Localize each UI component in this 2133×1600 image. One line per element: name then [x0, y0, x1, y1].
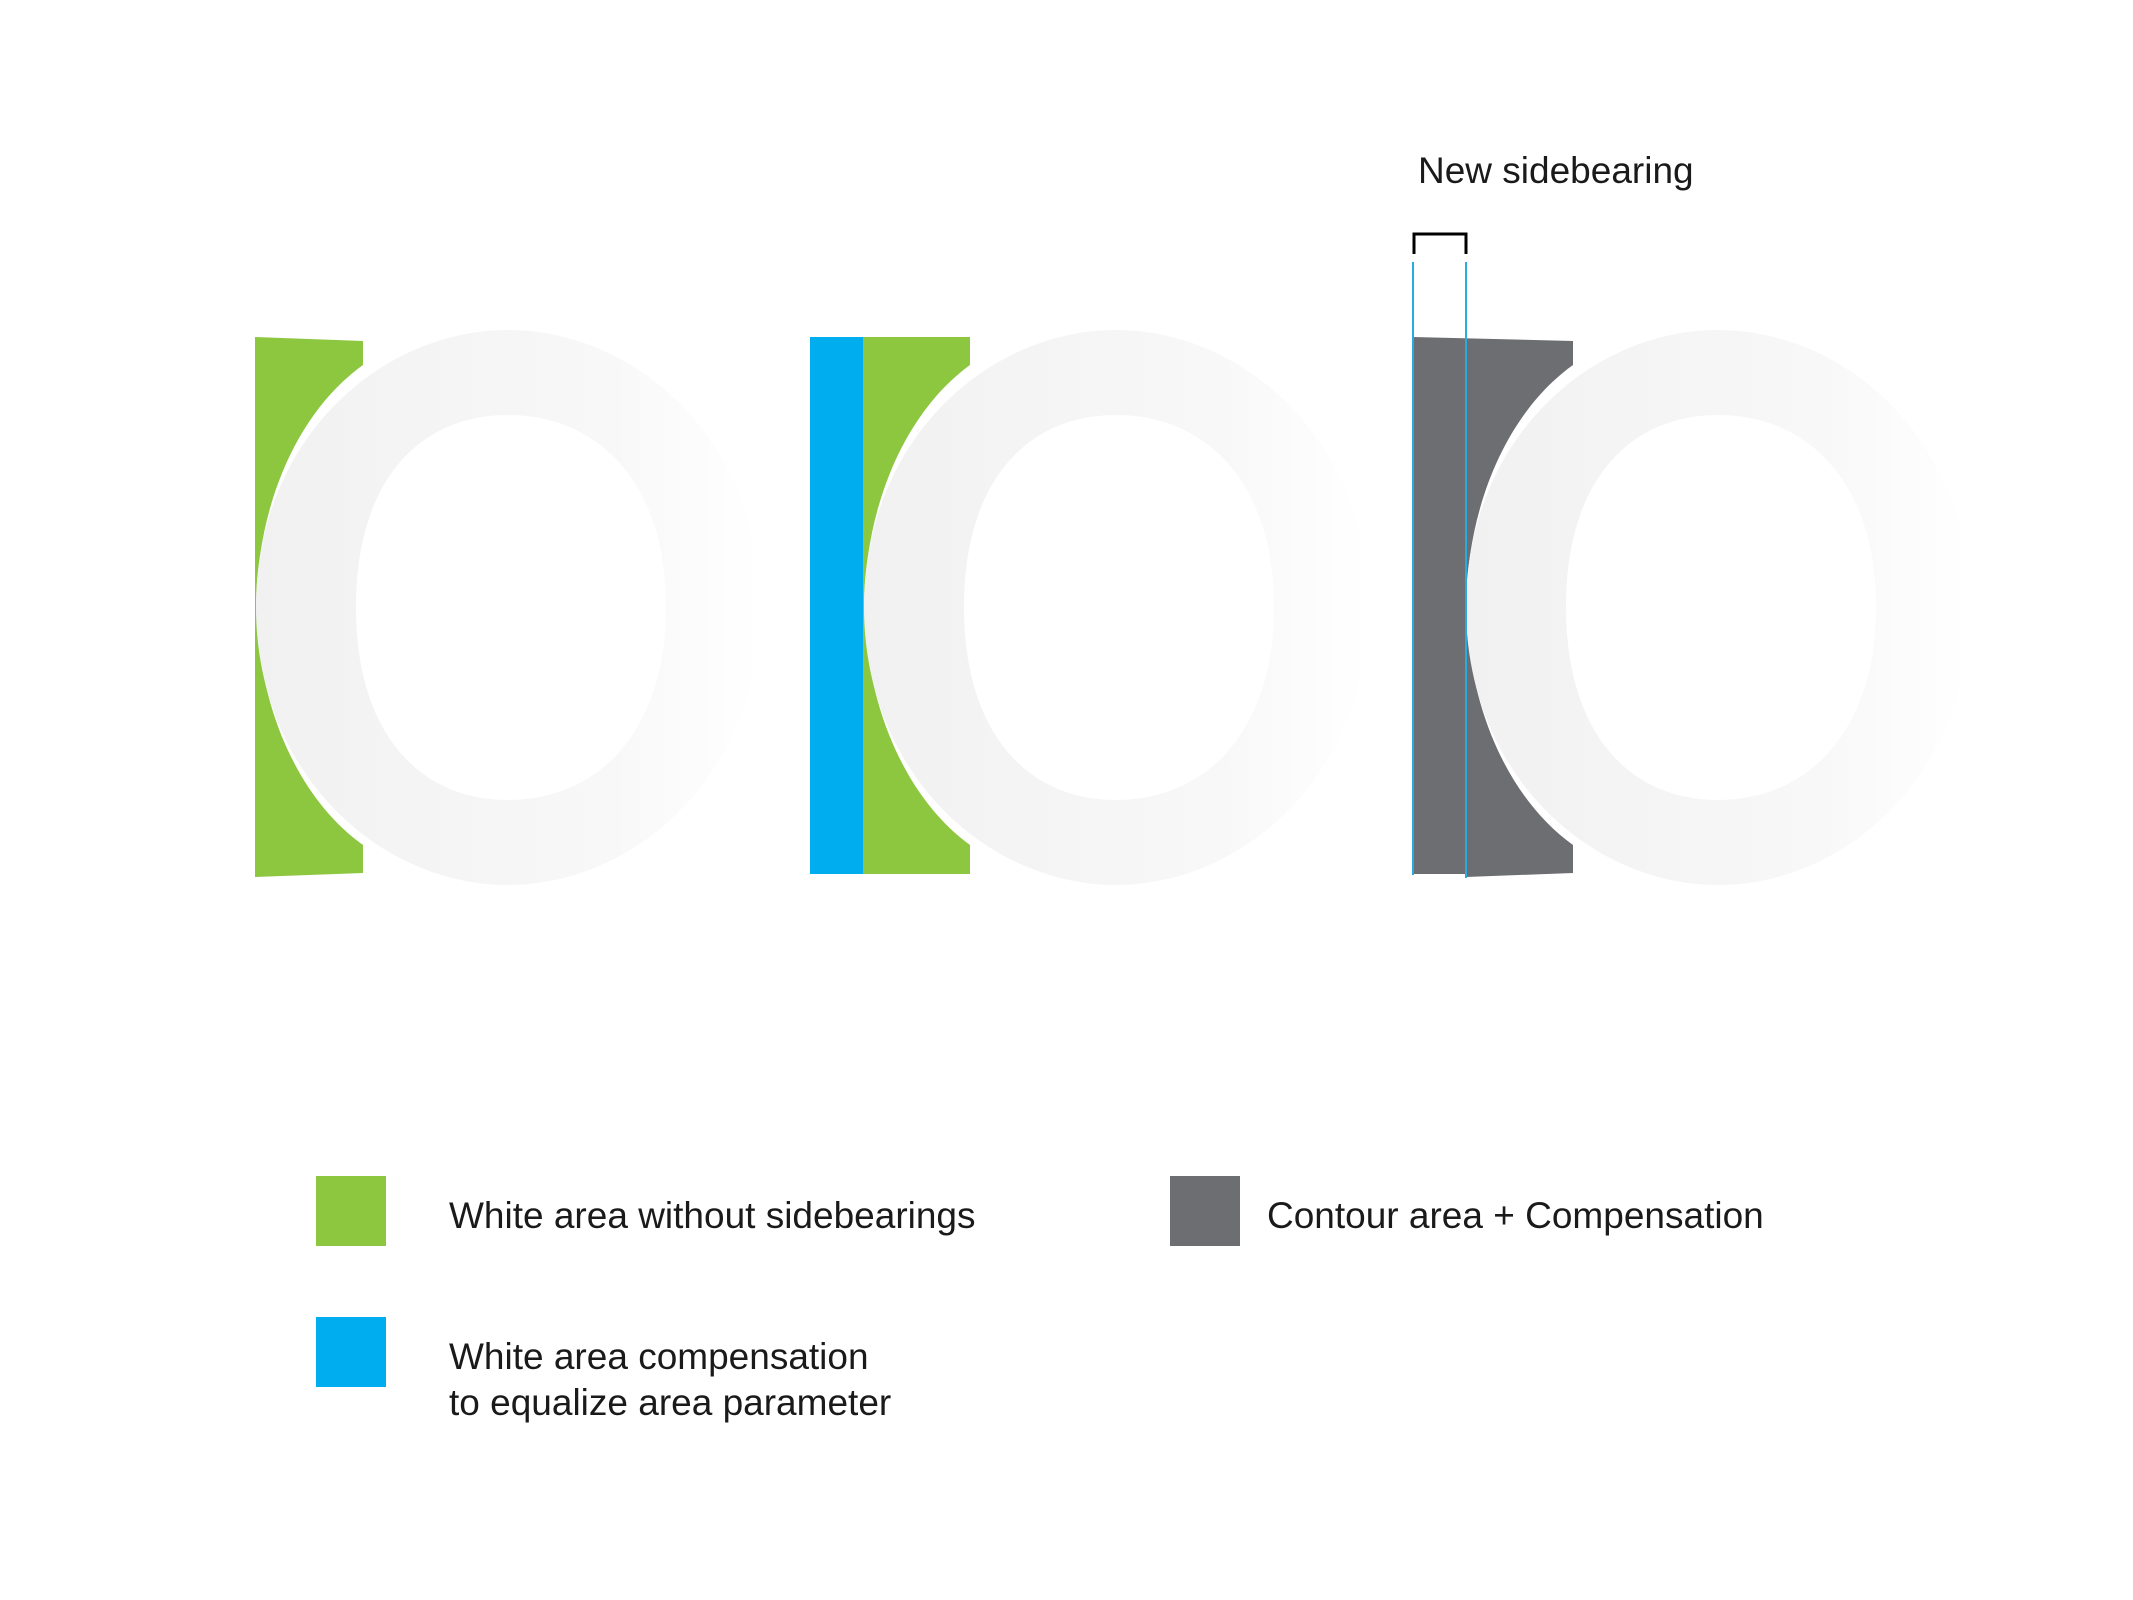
glyph-o-3: [1466, 330, 1970, 885]
glyph-group-2: [810, 330, 1368, 885]
legend-swatch-contour: [1170, 1176, 1240, 1246]
legend-label-compensation: White area compensation to equalize area…: [449, 1336, 892, 1423]
sidebearing-bracket: [1412, 232, 1468, 254]
glyph-o-2: [864, 330, 1368, 885]
glyph-group-1: [255, 330, 760, 885]
legend-swatch-compensation: [316, 1317, 386, 1387]
legend-swatch-white-area: [316, 1176, 386, 1246]
gray-contour-area: [1413, 337, 1573, 877]
new-sidebearing-label: New sidebearing: [1418, 150, 1694, 191]
glyph-group-3: [1412, 232, 1970, 885]
green-white-area-1: [255, 337, 363, 877]
blue-compensation-area: [810, 337, 863, 874]
legend-label-white-area: White area without sidebearings: [449, 1195, 976, 1236]
glyph-o-1: [256, 330, 760, 885]
green-white-area-2: [863, 337, 970, 874]
legend-label-contour: Contour area + Compensation: [1267, 1195, 1764, 1236]
